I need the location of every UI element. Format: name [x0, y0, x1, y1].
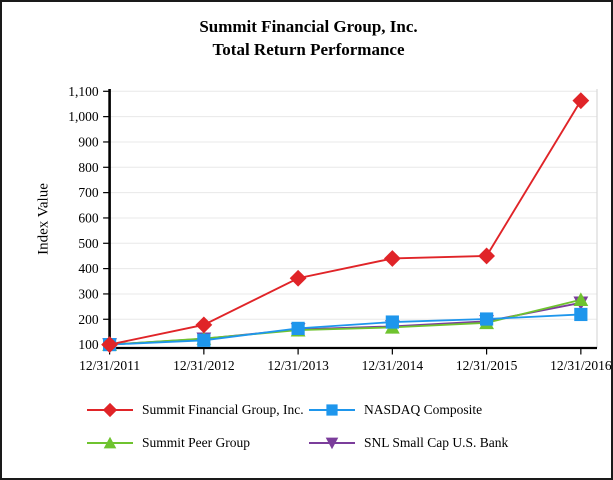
diamond-marker: [102, 402, 118, 417]
square-marker: [480, 312, 494, 326]
diamond-marker: [572, 92, 590, 110]
blue-square-legend-marker: [309, 403, 355, 416]
y-tick-label: 800: [78, 160, 99, 175]
square-marker: [574, 307, 588, 322]
triangle-up-marker: [103, 436, 117, 448]
diamond-marker: [101, 336, 118, 353]
y-tick-label: 300: [78, 286, 99, 301]
y-tick-label: 200: [78, 312, 99, 327]
diamond-marker: [289, 269, 307, 287]
square-marker: [326, 403, 338, 416]
triangle-down-marker: [325, 437, 339, 449]
legend-label: NASDAQ Composite: [364, 401, 483, 417]
chart-title-line2: Total Return Performance: [212, 40, 405, 59]
x-tick-label: 12/31/2014: [362, 358, 424, 373]
y-axis-ticks: 100 200 300 400 500 600 700 800 900 1,000 1,100: [68, 84, 110, 352]
x-tick-label: 12/31/2012: [173, 358, 235, 373]
series-line-0: [109, 100, 582, 346]
red-diamond-legend-marker: [87, 402, 133, 417]
legend-label: SNL Small Cap U.S. Bank: [364, 434, 509, 450]
purple-triangle-legend-marker: [309, 437, 355, 449]
square-marker: [385, 315, 399, 329]
diamond-marker: [478, 247, 495, 265]
y-tick-label: 700: [78, 185, 99, 200]
legend-item-snl-small-cap: SNL Small Cap U.S. Bank: [309, 434, 508, 451]
chart-title: Summit Financial Group, Inc. Total Retur…: [2, 15, 611, 61]
series-markers-3: [102, 296, 589, 352]
series-line-2: [109, 298, 582, 346]
legend-label: Summit Financial Group, Inc.: [142, 401, 304, 417]
chart-legend: Summit Financial Group, Inc. NASDAQ Comp…: [87, 401, 508, 451]
green-triangle-legend-marker: [87, 436, 133, 448]
series-line-1: [109, 313, 581, 346]
series-markers-0: [101, 92, 590, 353]
x-tick-label: 12/31/2013: [267, 358, 329, 373]
legend-label: Summit Peer Group: [142, 434, 250, 450]
y-tick-label: 400: [78, 261, 99, 276]
legend-item-summit-peer-group: Summit Peer Group: [87, 434, 309, 451]
y-tick-label: 600: [78, 210, 99, 225]
legend-item-nasdaq-composite: NASDAQ Composite: [309, 401, 508, 418]
diamond-marker: [383, 250, 401, 267]
y-tick-label: 100: [78, 337, 99, 352]
triangle-up-marker: [573, 292, 589, 307]
x-axis-ticks: 12/31/2011 12/31/2012 12/31/2013 12/31/2014…: [79, 348, 612, 373]
square-marker: [197, 333, 211, 347]
legend-item-summit-financial: Summit Financial Group, Inc.: [87, 401, 309, 418]
diamond-marker: [195, 316, 213, 334]
y-tick-label: 500: [78, 236, 99, 251]
y-tick-label: 1,100: [68, 84, 99, 99]
y-tick-label: 900: [78, 134, 99, 149]
square-marker: [291, 321, 305, 335]
y-tick-label: 1,000: [68, 109, 99, 124]
x-tick-label: 12/31/2016: [550, 358, 612, 373]
series-line-3: [109, 301, 582, 346]
x-tick-label: 12/31/2011: [79, 358, 140, 373]
gridlines: [109, 90, 597, 320]
x-tick-label: 12/31/2015: [456, 358, 518, 373]
chart-title-line1: Summit Financial Group, Inc.: [199, 17, 418, 36]
